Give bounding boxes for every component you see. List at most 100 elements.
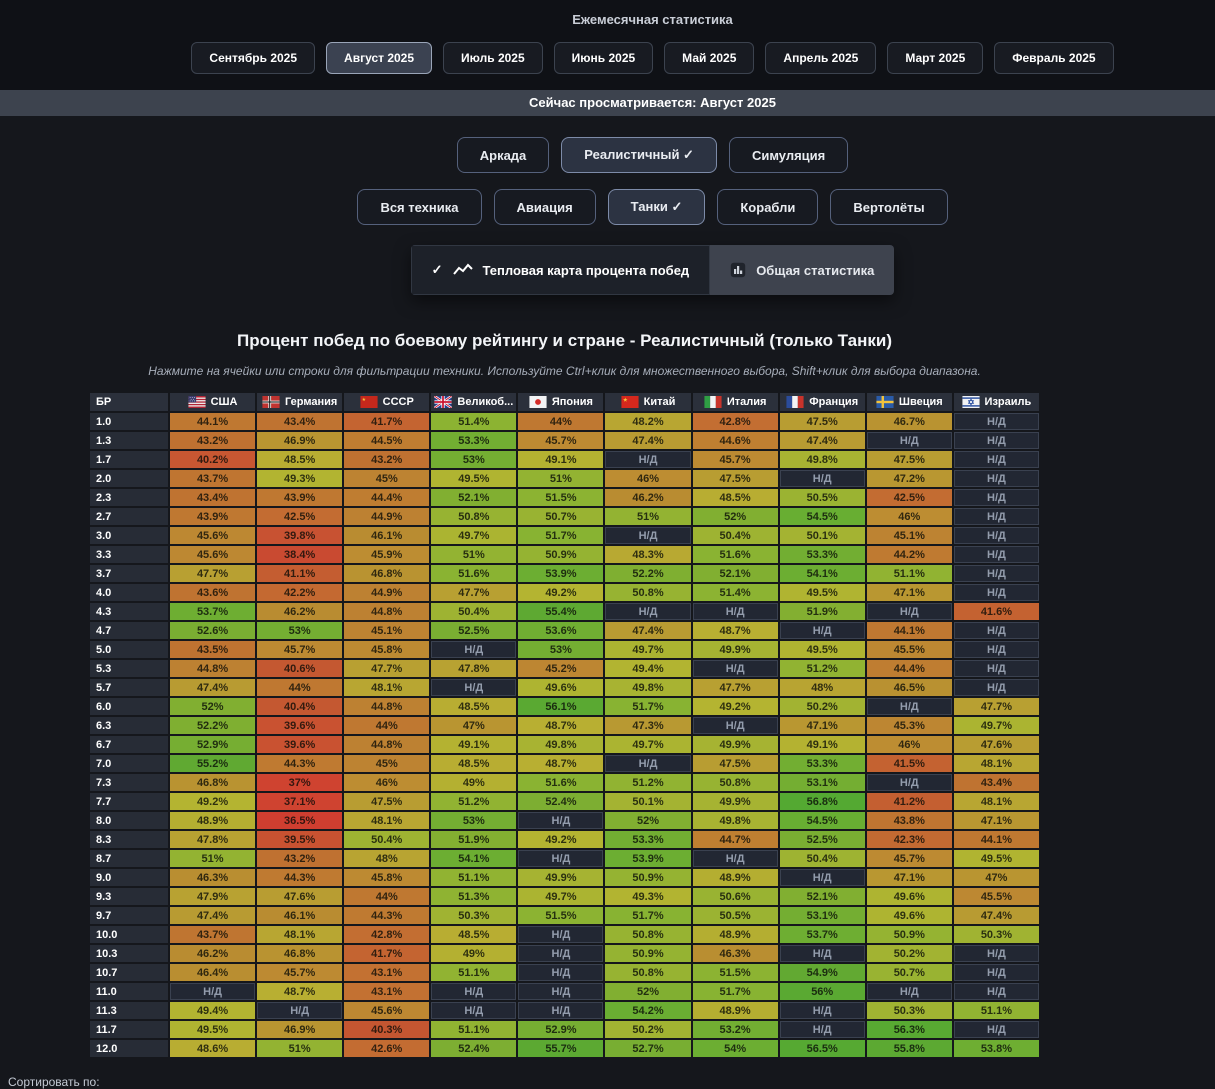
- heatmap-cell[interactable]: 46%: [344, 774, 430, 791]
- heatmap-cell[interactable]: 46.4%: [170, 964, 256, 981]
- heatmap-cell[interactable]: 47.4%: [953, 907, 1039, 924]
- heatmap-cell[interactable]: 52.1%: [431, 489, 517, 506]
- heatmap-cell[interactable]: 50.1%: [605, 793, 691, 810]
- br-cell[interactable]: 9.0: [90, 869, 168, 886]
- heatmap-cell[interactable]: 45.8%: [344, 869, 430, 886]
- heatmap-cell[interactable]: 47.8%: [170, 831, 256, 848]
- heatmap-cell[interactable]: 54.2%: [605, 1002, 691, 1019]
- heatmap-cell[interactable]: 51.5%: [518, 907, 604, 924]
- heatmap-cell[interactable]: 56%: [779, 983, 865, 1000]
- heatmap-cell[interactable]: 52.4%: [431, 1040, 517, 1057]
- column-header-israel[interactable]: Израиль: [953, 393, 1039, 411]
- heatmap-cell[interactable]: 48.1%: [344, 679, 430, 696]
- vehicle-button-1[interactable]: Авиация: [493, 189, 596, 225]
- heatmap-cell[interactable]: 39.6%: [257, 736, 343, 753]
- heatmap-cell[interactable]: 51.7%: [518, 527, 604, 544]
- heatmap-cell[interactable]: 50.9%: [866, 926, 952, 943]
- heatmap-cell[interactable]: 50.3%: [431, 907, 517, 924]
- heatmap-cell[interactable]: 40.6%: [257, 660, 343, 677]
- heatmap-cell[interactable]: 50.1%: [779, 527, 865, 544]
- br-cell[interactable]: 11.7: [90, 1021, 168, 1038]
- heatmap-cell[interactable]: 52.7%: [605, 1040, 691, 1057]
- br-cell[interactable]: 5.0: [90, 641, 168, 658]
- heatmap-cell[interactable]: 48.3%: [605, 546, 691, 563]
- heatmap-cell[interactable]: 43.9%: [257, 489, 343, 506]
- heatmap-cell[interactable]: 52%: [605, 983, 691, 1000]
- heatmap-cell[interactable]: 47.1%: [866, 584, 952, 601]
- month-tab-5[interactable]: Апрель 2025: [765, 42, 877, 74]
- heatmap-cell[interactable]: 51.1%: [431, 869, 517, 886]
- heatmap-cell[interactable]: 52.2%: [605, 565, 691, 582]
- heatmap-cell[interactable]: 54.1%: [431, 850, 517, 867]
- heatmap-cell[interactable]: 45.5%: [953, 888, 1039, 905]
- br-cell[interactable]: 10.0: [90, 926, 168, 943]
- br-cell[interactable]: 2.3: [90, 489, 168, 506]
- month-tab-0[interactable]: Сентябрь 2025: [191, 42, 316, 74]
- heatmap-cell[interactable]: 42.8%: [692, 413, 778, 430]
- heatmap-cell[interactable]: 50.7%: [518, 508, 604, 525]
- heatmap-cell[interactable]: 42.2%: [257, 584, 343, 601]
- column-header-ussr[interactable]: СССР: [344, 393, 430, 411]
- heatmap-cell[interactable]: 44%: [344, 717, 430, 734]
- heatmap-cell[interactable]: 49.2%: [518, 831, 604, 848]
- heatmap-cell[interactable]: 49.5%: [431, 470, 517, 487]
- heatmap-cell[interactable]: 48.1%: [257, 926, 343, 943]
- heatmap-cell[interactable]: 41.7%: [344, 413, 430, 430]
- heatmap-cell[interactable]: 55.2%: [170, 755, 256, 772]
- heatmap-cell[interactable]: 43.7%: [170, 926, 256, 943]
- heatmap-cell[interactable]: 42.6%: [344, 1040, 430, 1057]
- heatmap-cell[interactable]: 49.5%: [779, 584, 865, 601]
- heatmap-cell[interactable]: 47.1%: [866, 869, 952, 886]
- heatmap-cell[interactable]: 42.8%: [344, 926, 430, 943]
- month-tab-2[interactable]: Июль 2025: [443, 42, 543, 74]
- heatmap-cell[interactable]: 56.1%: [518, 698, 604, 715]
- column-header-france[interactable]: Франция: [779, 393, 865, 411]
- heatmap-cell[interactable]: 39.6%: [257, 717, 343, 734]
- heatmap-cell[interactable]: 39.5%: [257, 831, 343, 848]
- heatmap-cell[interactable]: 44.2%: [866, 546, 952, 563]
- heatmap-cell[interactable]: 49.6%: [518, 679, 604, 696]
- heatmap-cell[interactable]: 49%: [431, 945, 517, 962]
- heatmap-cell[interactable]: 47%: [953, 869, 1039, 886]
- heatmap-cell[interactable]: 44.6%: [692, 432, 778, 449]
- heatmap-cell[interactable]: 48.1%: [953, 793, 1039, 810]
- heatmap-cell[interactable]: 47.9%: [170, 888, 256, 905]
- heatmap-cell[interactable]: 45.7%: [257, 641, 343, 658]
- heatmap-cell[interactable]: 50.9%: [518, 546, 604, 563]
- heatmap-cell[interactable]: 46%: [866, 508, 952, 525]
- heatmap-cell[interactable]: 46.3%: [170, 869, 256, 886]
- heatmap-cell[interactable]: 49.8%: [605, 679, 691, 696]
- heatmap-cell[interactable]: 44.4%: [866, 660, 952, 677]
- heatmap-cell[interactable]: 44.8%: [170, 660, 256, 677]
- heatmap-cell[interactable]: 47.7%: [431, 584, 517, 601]
- br-cell[interactable]: 8.0: [90, 812, 168, 829]
- heatmap-cell[interactable]: 40.3%: [344, 1021, 430, 1038]
- heatmap-cell[interactable]: 53.7%: [170, 603, 256, 620]
- heatmap-cell[interactable]: 51.9%: [431, 831, 517, 848]
- heatmap-cell[interactable]: 50.4%: [431, 603, 517, 620]
- heatmap-cell[interactable]: 44.5%: [344, 432, 430, 449]
- heatmap-cell[interactable]: 47.4%: [170, 907, 256, 924]
- br-cell[interactable]: 4.7: [90, 622, 168, 639]
- heatmap-cell[interactable]: 52.1%: [692, 565, 778, 582]
- stats-view-toggle[interactable]: Общая статистика: [710, 245, 895, 295]
- column-header-japan[interactable]: Япония: [518, 393, 604, 411]
- heatmap-cell[interactable]: 50.8%: [431, 508, 517, 525]
- heatmap-cell[interactable]: 44.8%: [344, 603, 430, 620]
- heatmap-cell[interactable]: 51.3%: [431, 888, 517, 905]
- heatmap-cell[interactable]: 54.5%: [779, 508, 865, 525]
- heatmap-cell[interactable]: 50.7%: [866, 964, 952, 981]
- heatmap-cell[interactable]: 43.4%: [257, 413, 343, 430]
- heatmap-cell[interactable]: 47.5%: [692, 755, 778, 772]
- heatmap-cell[interactable]: 51%: [170, 850, 256, 867]
- heatmap-cell[interactable]: 48.7%: [518, 717, 604, 734]
- heatmap-cell[interactable]: 51.9%: [779, 603, 865, 620]
- heatmap-cell[interactable]: 50.6%: [692, 888, 778, 905]
- heatmap-cell[interactable]: 51.1%: [953, 1002, 1039, 1019]
- heatmap-cell[interactable]: 56.5%: [779, 1040, 865, 1057]
- heatmap-cell[interactable]: 45.2%: [518, 660, 604, 677]
- heatmap-cell[interactable]: 45.1%: [344, 622, 430, 639]
- heatmap-cell[interactable]: 43.1%: [344, 964, 430, 981]
- heatmap-cell[interactable]: 53.1%: [779, 907, 865, 924]
- heatmap-cell[interactable]: 40.2%: [170, 451, 256, 468]
